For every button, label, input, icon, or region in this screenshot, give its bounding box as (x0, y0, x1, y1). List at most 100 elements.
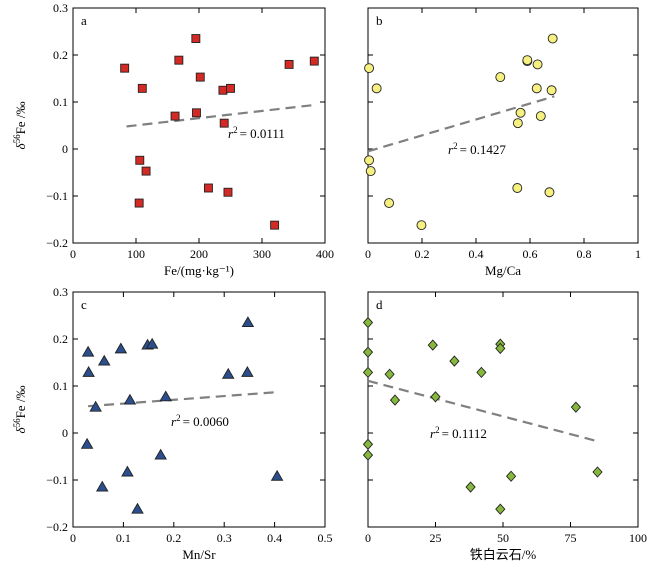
y-tick-label: −0.1 (46, 473, 68, 487)
data-point (114, 342, 128, 354)
panel-a: −0.2 −0.1 0 0.1 0.2 0.3 0 100 200 300 400 Fe/(mg·kg… (12, 1, 334, 278)
x-axis-title: Mn/Sr (182, 547, 216, 562)
data-points (80, 316, 284, 514)
x-tick-label: 0 (365, 247, 371, 261)
data-point (192, 108, 201, 118)
y-tick-label: 0.3 (53, 1, 68, 15)
trend-line (88, 391, 278, 408)
y-tick-label: 0.1 (53, 95, 68, 109)
data-point (95, 480, 109, 492)
data-point (449, 355, 460, 367)
data-point (191, 34, 201, 43)
data-point (546, 85, 557, 96)
x-tick-label: 50 (497, 531, 509, 545)
r-squared-label: r2 = 0.1112 (430, 425, 487, 441)
panel-d: 0 25 50 75 100 铁白云石/% d r2 = 0.1112 (362, 291, 647, 562)
x-axis-title: Mg/Ca (485, 263, 521, 278)
x-tick-label: 0.1 (116, 531, 131, 545)
data-point (515, 107, 526, 118)
data-point (544, 187, 555, 198)
y-tick-label: 0.2 (53, 48, 68, 62)
data-point (430, 391, 441, 403)
data-point (145, 337, 159, 349)
data-point (203, 183, 213, 193)
y-tick-label: 0.2 (53, 332, 68, 346)
y-tick-label: −0.1 (46, 189, 68, 203)
x-tick-label: 0.8 (577, 247, 592, 261)
x-tick-label: 200 (190, 247, 208, 261)
data-point (364, 63, 375, 74)
data-point (141, 166, 151, 176)
plot-frame (72, 7, 326, 244)
data-point (362, 438, 374, 450)
data-point (134, 198, 144, 208)
data-point (219, 118, 229, 128)
y-tick-label: −0.2 (46, 520, 68, 534)
data-point (362, 316, 374, 329)
x-tick-label: 0.4 (267, 531, 282, 545)
plot-frame (367, 291, 639, 528)
x-tick-label: 400 (316, 247, 334, 261)
r-squared-label: r2 = 0.0060 (171, 413, 229, 429)
data-point (384, 198, 395, 209)
data-point (547, 33, 558, 44)
x-tick-label: 0.6 (523, 247, 538, 261)
data-point (505, 470, 517, 482)
data-point (159, 390, 173, 402)
data-point (120, 63, 130, 73)
data-point (365, 166, 376, 177)
r-squared-label: r2 = 0.1427 (448, 141, 506, 157)
x-tick-label: 0.3 (217, 531, 232, 545)
x-tick-label: 0.2 (415, 247, 430, 261)
data-point (97, 354, 111, 366)
panel-c: −0.2 −0.1 0 0.1 0.2 0.3 0 0.1 0.2 0.3 0.4 0.5 Mn/Sr δ… (12, 285, 333, 562)
plot-frame (72, 291, 326, 528)
x-axis-title: Fe/(mg·kg⁻¹) (164, 263, 234, 278)
data-point (512, 183, 523, 193)
data-point (512, 118, 523, 129)
x-tick-label: 300 (253, 247, 271, 261)
x-tick-label: 0 (365, 531, 371, 545)
data-point (137, 83, 147, 93)
data-point (270, 220, 280, 230)
panel-b: 0 0.2 0.4 0.6 0.8 1 Mg/Ca b r2 = 0.1427 (364, 7, 641, 278)
trend-line (367, 379, 596, 442)
data-point (532, 59, 543, 70)
data-point (371, 83, 382, 94)
data-point (592, 466, 603, 478)
panel-label: d (376, 297, 383, 312)
x-tick-label: 75 (565, 531, 577, 545)
data-point (218, 85, 228, 95)
data-point (89, 400, 102, 412)
data-point (476, 366, 487, 379)
data-point (123, 393, 137, 405)
data-point (531, 83, 542, 94)
x-axis-title: 铁白云石/% (470, 547, 537, 562)
data-point (195, 72, 205, 82)
data-point (309, 56, 319, 66)
plot-frame (367, 7, 639, 244)
data-point (154, 448, 167, 460)
data-point (389, 394, 401, 406)
data-point (121, 465, 134, 477)
data-point (362, 449, 374, 461)
y-axis-title: δ56Fe /‰ (12, 386, 28, 434)
data-point (226, 83, 235, 93)
y-tick-label: 0.3 (53, 285, 68, 299)
data-point (495, 342, 506, 355)
data-point (241, 316, 255, 327)
y-tick-label: 0 (62, 142, 68, 156)
data-point (465, 481, 476, 493)
data-point (522, 55, 533, 66)
data-point (270, 469, 284, 481)
x-tick-label: 0.5 (318, 531, 333, 545)
x-tick-label: 100 (629, 531, 647, 545)
y-axis-title: δ56Fe /‰ (12, 102, 28, 150)
data-point (427, 339, 438, 351)
data-point (364, 155, 375, 166)
data-point (135, 155, 145, 165)
panel-label: c (81, 297, 87, 312)
data-point (570, 401, 582, 413)
data-point (284, 59, 294, 69)
